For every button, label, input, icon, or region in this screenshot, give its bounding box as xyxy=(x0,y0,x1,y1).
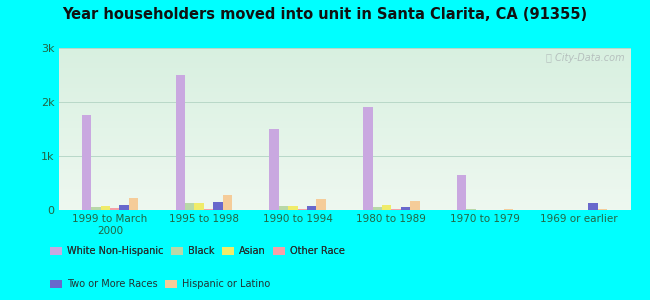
Bar xyxy=(213,202,222,210)
Bar xyxy=(317,200,326,210)
Bar xyxy=(120,205,129,210)
Bar xyxy=(194,203,204,210)
Bar xyxy=(588,203,598,210)
Legend: Two or More Races, Hispanic or Latino: Two or More Races, Hispanic or Latino xyxy=(50,279,270,289)
Bar xyxy=(222,195,232,210)
Bar xyxy=(457,175,467,210)
Bar xyxy=(176,75,185,210)
Text: ⓘ City-Data.com: ⓘ City-Data.com xyxy=(546,53,625,63)
Bar xyxy=(504,209,514,210)
Bar xyxy=(279,206,288,210)
Bar xyxy=(391,209,401,210)
Bar xyxy=(185,203,194,210)
Bar xyxy=(401,207,410,210)
Bar xyxy=(467,209,476,210)
Bar xyxy=(363,107,372,210)
Bar xyxy=(307,206,317,210)
Bar xyxy=(129,198,138,210)
Bar xyxy=(110,208,120,210)
Bar xyxy=(101,206,110,210)
Bar xyxy=(82,116,91,210)
Bar xyxy=(91,207,101,210)
Bar xyxy=(598,209,607,210)
Bar xyxy=(288,206,298,210)
Bar xyxy=(372,207,382,210)
Bar xyxy=(298,209,307,210)
Legend: White Non-Hispanic, Black, Asian, Other Race: White Non-Hispanic, Black, Asian, Other … xyxy=(50,246,344,256)
Bar xyxy=(410,201,419,210)
Bar xyxy=(204,209,213,210)
Bar xyxy=(270,129,279,210)
Bar xyxy=(382,205,391,210)
Text: Year householders moved into unit in Santa Clarita, CA (91355): Year householders moved into unit in San… xyxy=(62,7,588,22)
